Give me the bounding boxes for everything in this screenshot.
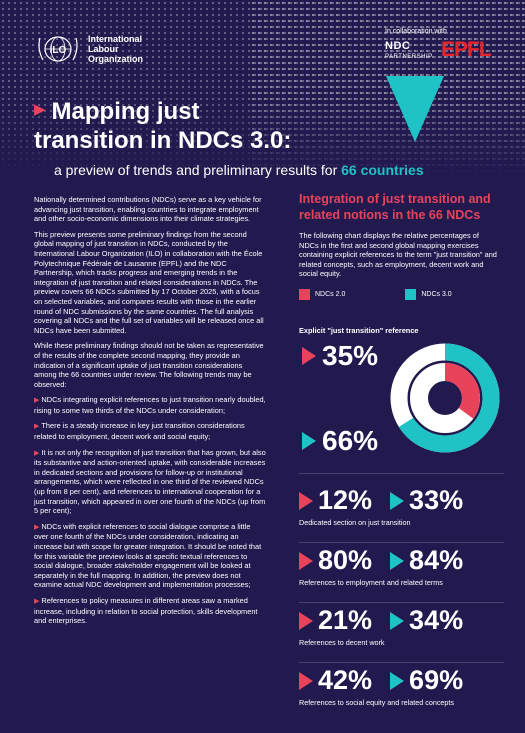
stat-0-a: 35%	[302, 340, 378, 372]
bullet-arrow-icon: ▶	[34, 523, 40, 531]
divider	[299, 662, 504, 663]
stat-0-a-value: 35%	[322, 340, 379, 371]
stat-value-ndc2: 21%	[318, 605, 373, 635]
collab-label: In collaboration with	[385, 28, 447, 35]
triangle-cyan-icon	[390, 491, 405, 510]
stat-label: References to social equity and related …	[299, 698, 455, 707]
bullet-arrow-icon: ▶	[34, 423, 40, 431]
trend-bullet-4: ▶ NDCs with explicit references to social…	[34, 522, 266, 590]
stat-0-b-value: 66%	[322, 425, 379, 456]
divider	[299, 602, 504, 603]
subtitle-highlight: 66 countries	[341, 162, 424, 178]
page-title: ▶ Mapping just transition in NDCs 3.0:	[34, 95, 334, 155]
intro-paragraph-2: This preview presents some preliminary f…	[34, 229, 264, 335]
stat-value-ndc3: 69%	[409, 665, 464, 695]
triangle-cyan-icon	[390, 611, 405, 630]
trend-bullet-5-text: References to policy measures in differe…	[34, 595, 258, 626]
triangle-cyan-icon	[390, 551, 405, 570]
donut-chart	[390, 343, 500, 453]
bullet-arrow-icon: ▶	[34, 397, 40, 405]
triangle-red-icon	[299, 671, 313, 690]
page-subtitle: a preview of trends and preliminary resu…	[54, 162, 424, 178]
title-arrow-icon: ▶	[34, 101, 46, 118]
trend-bullet-5: ▶ References to policy measures in differ…	[34, 596, 266, 626]
org-name-line1: International	[88, 34, 143, 44]
legend-label-ndc3: NDCs 3.0	[421, 290, 452, 298]
ndc-partnership-logo: NDC	[385, 40, 411, 52]
ndc-partnership-sub: PARTNERSHIP	[385, 54, 433, 60]
trend-bullet-1: ▶ NDCs integrating explicit references to…	[34, 395, 266, 415]
stat-row-3: 21% 34% References to decent work	[299, 605, 504, 647]
chart-legend: NDCs 2.0 NDCs 3.0	[299, 288, 499, 300]
legend-item-ndc2: NDCs 2.0	[299, 288, 346, 300]
intro-paragraph-3: While these preliminary findings should …	[34, 341, 264, 389]
triangle-red-icon	[302, 347, 316, 365]
intro-paragraph-1: Nationally determined contributions (NDC…	[34, 195, 262, 224]
trend-bullet-3-text: It is not only the recognition of just t…	[34, 447, 266, 516]
svg-text:ILO: ILO	[50, 45, 67, 56]
stat-label: Dedicated section on just transition	[299, 518, 411, 527]
decorative-triangle	[386, 76, 444, 142]
intro-column: Nationally determined contributions (NDC…	[34, 195, 266, 632]
stat-0-b: 66%	[302, 425, 378, 457]
bullet-arrow-icon: ▶	[34, 449, 40, 457]
trend-bullet-2-text: There is a steady increase in key just t…	[34, 421, 245, 442]
triangle-red-icon	[299, 551, 313, 570]
triangle-red-icon	[299, 491, 313, 510]
trend-bullet-3: ▶ It is not only the recognition of just …	[34, 448, 266, 516]
legend-item-ndc3: NDCs 3.0	[405, 288, 452, 300]
epfl-logo: EPFL	[441, 38, 492, 61]
ilo-logo: ILO International Labour Organization	[36, 34, 143, 64]
title-line2: transition in NDCs 3.0:	[34, 127, 292, 154]
subtitle-prefix: a preview of trends and preliminary resu…	[54, 162, 342, 178]
trend-bullet-1-text: NDCs integrating explicit references to …	[34, 395, 266, 415]
donut-arc-ndc2	[410, 363, 480, 433]
org-name-line3: Organization	[88, 54, 144, 64]
stat-row-1: 12% 33% Dedicated section on just transiti…	[299, 485, 504, 527]
trend-bullet-4-text: NDCs with explicit references to social …	[34, 521, 262, 590]
legend-swatch-ndc2	[299, 288, 310, 300]
divider	[299, 542, 504, 543]
divider	[299, 473, 504, 474]
stat-label: References to decent work	[299, 638, 385, 647]
chart-heading: Integration of just transition and relat…	[299, 192, 491, 222]
org-name-line2: Labour	[88, 44, 119, 54]
triangle-cyan-icon	[390, 671, 405, 690]
legend-label-ndc2: NDCs 2.0	[315, 290, 346, 298]
stat-value-ndc3: 33%	[409, 485, 464, 515]
legend-swatch-ndc3	[405, 288, 417, 300]
stat-value-ndc3: 84%	[409, 545, 464, 575]
chart-description: The following chart displays the relativ…	[299, 231, 497, 279]
stat-value-ndc3: 34%	[409, 605, 464, 635]
stat-value-ndc2: 80%	[318, 545, 373, 575]
stat-label: References to employment and related ter…	[299, 578, 443, 587]
stat-row-2: 80% 84% References to employment and relat…	[299, 545, 504, 587]
triangle-cyan-icon	[302, 432, 316, 450]
title-line1: Mapping just	[51, 98, 200, 125]
trend-bullet-2: ▶ There is a steady increase in key just …	[34, 421, 266, 441]
donut-arc-ndc3	[390, 343, 500, 453]
stat-row-4: 42% 69% References to social equity and re…	[299, 665, 504, 707]
stat-label-0: Explicit "just transition" reference	[299, 326, 419, 335]
triangle-red-icon	[299, 611, 313, 630]
stat-value-ndc2: 42%	[318, 665, 373, 695]
chart-section: Integration of just transition and relat…	[299, 191, 499, 300]
stat-value-ndc2: 12%	[318, 485, 373, 515]
ilo-emblem-icon: ILO	[38, 36, 78, 62]
bullet-arrow-icon: ▶	[34, 597, 40, 605]
partner-logos: In collaboration with NDC PARTNERSHIP EP…	[381, 28, 511, 68]
